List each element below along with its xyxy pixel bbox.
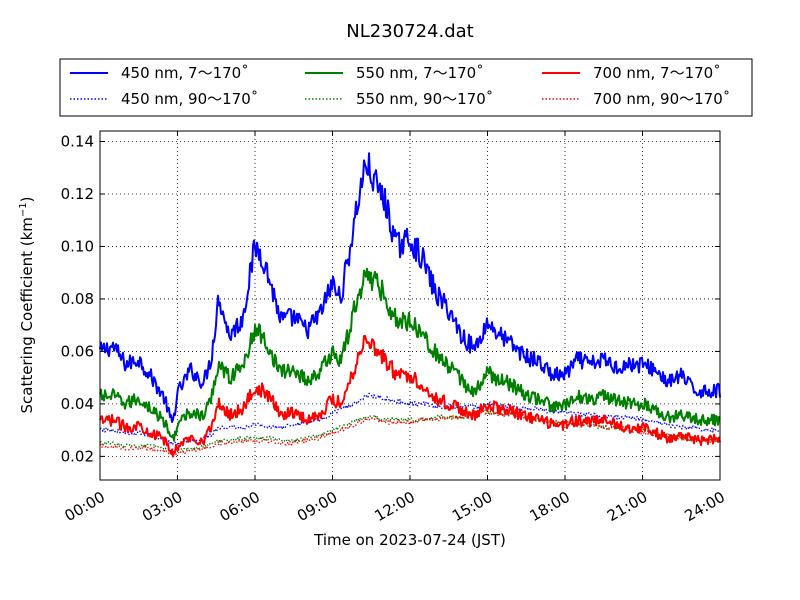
legend-frame [59,58,753,117]
y-tick-label: 0.02 [61,447,94,465]
legend-label: 450 nm, 90～170˚ [121,90,258,108]
y-tick-label: 0.14 [61,132,94,150]
legend: 450 nm, 7～170˚ 550 nm, 7～170˚ 700 nm, 7～17… [59,58,753,117]
x-axis-label: Time on 2023-07-24 (JST) [313,531,506,549]
x-tick-label: 03:00 [139,488,185,525]
series-layer [99,152,721,458]
legend-label: 450 nm, 7～170˚ [121,64,249,82]
x-tick-label: 00:00 [62,488,108,525]
x-tick-label: 06:00 [217,488,263,525]
y-tick-label: 0.06 [61,342,94,360]
legend-label: 700 nm, 7～170˚ [593,64,721,82]
series-line [99,392,721,446]
legend-label: 550 nm, 7～170˚ [356,64,484,82]
x-tick-label: 21:00 [604,488,650,525]
x-tick-label: 15:00 [449,488,495,525]
y-tick-label: 0.08 [61,290,94,308]
plot-area: 00:00 03:00 06:00 09:00 12:00 15:00 18:00 21:00… [61,130,728,525]
x-tick-label: 09:00 [294,488,340,525]
series-line [99,409,721,456]
chart-title: NL230724.dat [346,21,473,42]
series-line [99,267,721,442]
y-axis-label-exponent: −1 [18,202,29,217]
y-axis-label: Scattering Coefficient (km−1) [18,196,36,413]
x-tick-label: 12:00 [372,488,418,525]
y-axis-label-main: Scattering Coefficient (km [18,217,36,413]
series-line [99,409,721,453]
y-tick-label: 0.12 [61,185,94,203]
y-axis-label-close: ) [18,196,36,202]
y-tick-label: 0.10 [61,237,94,255]
legend-label: 550 nm, 90～170˚ [356,90,493,108]
legend-label: 700 nm, 90～170˚ [593,90,730,108]
x-tick-label: 24:00 [682,488,728,525]
series-line [99,334,721,458]
y-tick-label: 0.04 [61,395,94,413]
x-tick-label: 18:00 [527,488,573,525]
series-line [99,152,721,423]
